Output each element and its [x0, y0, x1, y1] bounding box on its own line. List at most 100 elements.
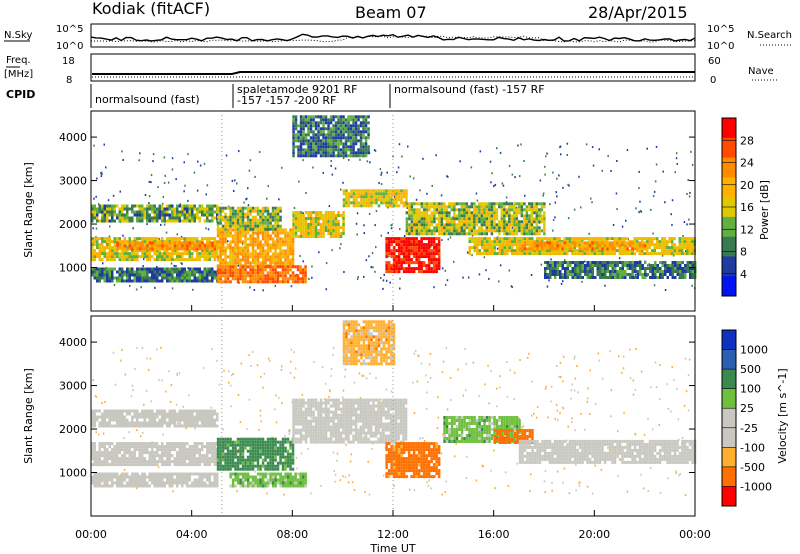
heatmap-cell — [370, 189, 373, 193]
heatmap-cell — [364, 142, 368, 146]
heatmap-cell — [131, 273, 134, 277]
heatmap-cell — [279, 231, 282, 235]
heatmap-cell — [556, 267, 559, 270]
heatmap-cell — [221, 258, 225, 262]
heatmap-cell — [156, 247, 159, 251]
heatmap-cell — [148, 249, 151, 253]
heatmap-cell — [304, 280, 307, 284]
heatmap-cell — [397, 246, 401, 250]
heatmap-cell — [319, 211, 323, 214]
heatmap-cell — [299, 268, 302, 272]
heatmap-cell — [400, 198, 403, 202]
heatmap-cell — [551, 247, 554, 251]
heatmap-cell — [581, 252, 584, 256]
noise-cell — [523, 160, 525, 162]
heatmap-cell — [405, 246, 408, 250]
noise-cell — [239, 421, 242, 424]
noise-cell — [580, 206, 582, 209]
heatmap-cell — [249, 268, 252, 272]
heatmap-cell — [344, 151, 348, 155]
heatmap-cell — [304, 226, 308, 229]
heatmap-cell — [249, 277, 252, 281]
heatmap-cell — [299, 124, 303, 128]
noise-cell — [396, 171, 398, 174]
heatmap-cell — [201, 270, 204, 274]
heatmap-cell — [581, 276, 584, 279]
heatmap-cell — [352, 118, 355, 122]
noise-cell — [193, 171, 196, 174]
heatmap-cell — [181, 270, 184, 274]
heatmap-cell — [382, 195, 386, 199]
heatmap-cell — [588, 249, 591, 253]
heatmap-cell — [203, 279, 206, 283]
heatmap-cell — [646, 273, 649, 276]
heatmap-cell — [271, 224, 275, 228]
noise-cell — [684, 357, 687, 360]
heatmap-cell — [508, 217, 511, 221]
heatmap-cell — [221, 206, 225, 210]
noise-cell — [481, 464, 484, 467]
heatmap-cell — [528, 247, 532, 251]
heatmap-cell — [176, 247, 179, 251]
heatmap-cell — [362, 130, 365, 134]
heatmap-cell — [216, 209, 220, 213]
heatmap-cell — [284, 258, 287, 262]
noise-cell — [196, 189, 199, 192]
heatmap-cell — [450, 208, 454, 212]
heatmap-cell — [239, 227, 242, 231]
heatmap-cell — [246, 252, 250, 256]
heatmap-cell — [224, 231, 227, 235]
heatmap-cell — [410, 220, 414, 224]
nsky-label: N.Sky — [4, 30, 32, 41]
heatmap-cell — [500, 214, 504, 218]
heatmap-cell — [470, 205, 474, 209]
heatmap-cell — [541, 244, 544, 248]
heatmap-cell — [251, 221, 255, 225]
heatmap-cell — [276, 212, 280, 216]
heatmap-cell — [151, 216, 154, 220]
heatmap-cell — [101, 246, 104, 250]
heatmap-cell — [503, 223, 506, 227]
heatmap-cell — [121, 270, 124, 274]
heatmap-cell — [538, 214, 541, 218]
heatmap-cell — [206, 273, 209, 277]
heatmap-cell — [450, 229, 454, 233]
heatmap-cell — [219, 227, 222, 231]
heatmap-cell — [296, 277, 300, 281]
heatmap-cell — [148, 276, 151, 280]
heatmap-cell — [292, 127, 295, 131]
heatmap-cell — [286, 249, 290, 253]
heatmap-cell — [420, 246, 423, 250]
heatmap-cell — [505, 211, 509, 215]
heatmap-cell — [538, 220, 541, 224]
heatmap-cell — [188, 255, 191, 259]
heatmap-cell — [515, 202, 519, 206]
heatmap-cell — [573, 237, 576, 241]
heatmap-cell — [294, 121, 298, 125]
heatmap-cell — [390, 192, 393, 196]
heatmap-cell — [546, 276, 549, 279]
heatmap-cell — [226, 265, 230, 269]
noise-cell — [511, 173, 514, 176]
noise-cell — [150, 400, 152, 403]
heatmap-cell — [599, 264, 602, 267]
noise-cell — [652, 232, 654, 235]
heatmap-cell — [546, 244, 549, 248]
noise-cell — [528, 352, 530, 355]
heatmap-cell — [505, 226, 509, 230]
noise-cell — [562, 380, 564, 383]
heatmap-cell — [334, 142, 338, 146]
colorbar-tick-label: 24 — [740, 157, 754, 170]
noise-cell — [551, 481, 553, 484]
heatmap-cell — [523, 241, 527, 245]
heatmap-cell — [312, 232, 315, 235]
heatmap-cell — [226, 228, 230, 232]
heatmap-cell — [299, 277, 302, 281]
heatmap-cell — [608, 241, 612, 245]
heatmap-cell — [418, 208, 421, 212]
heatmap-cell — [686, 243, 689, 247]
heatmap-cell — [203, 267, 206, 271]
heatmap-cell — [151, 279, 154, 283]
heatmap-cell — [370, 198, 373, 202]
heatmap-cell — [344, 145, 348, 149]
